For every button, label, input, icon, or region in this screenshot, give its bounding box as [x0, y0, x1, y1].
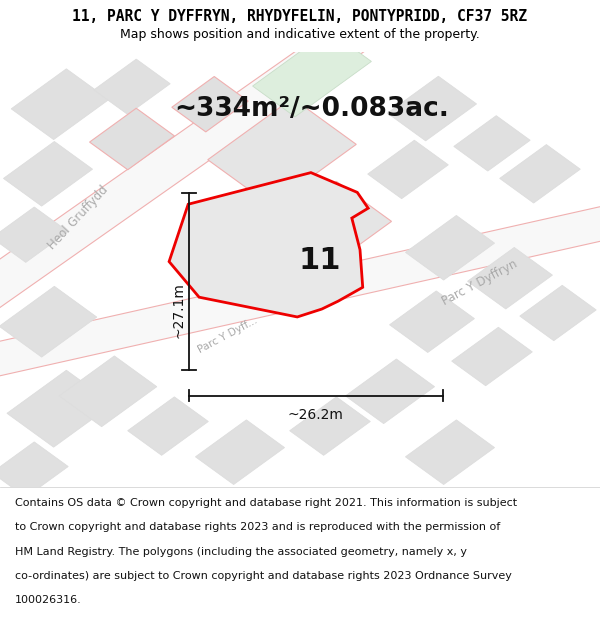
Polygon shape	[7, 370, 113, 447]
Polygon shape	[0, 286, 97, 357]
Polygon shape	[346, 359, 434, 424]
Polygon shape	[11, 69, 109, 139]
Text: to Crown copyright and database rights 2023 and is reproduced with the permissio: to Crown copyright and database rights 2…	[15, 522, 500, 532]
Text: 11: 11	[299, 246, 341, 275]
Text: Heol Gruffydd: Heol Gruffydd	[46, 183, 110, 252]
Polygon shape	[467, 248, 553, 309]
Text: ~334m²/~0.083ac.: ~334m²/~0.083ac.	[175, 96, 449, 121]
Text: ~26.2m: ~26.2m	[288, 408, 344, 422]
Polygon shape	[388, 76, 476, 141]
Text: Contains OS data © Crown copyright and database right 2021. This information is : Contains OS data © Crown copyright and d…	[15, 498, 517, 508]
Polygon shape	[406, 420, 494, 484]
Polygon shape	[172, 76, 248, 132]
Polygon shape	[452, 328, 532, 386]
Polygon shape	[520, 286, 596, 341]
Polygon shape	[94, 59, 170, 114]
Text: 11, PARC Y DYFFRYN, RHYDYFELIN, PONTYPRIDD, CF37 5RZ: 11, PARC Y DYFFRYN, RHYDYFELIN, PONTYPRI…	[73, 9, 527, 24]
Text: Map shows position and indicative extent of the property.: Map shows position and indicative extent…	[120, 28, 480, 41]
Text: ~27.1m: ~27.1m	[171, 282, 185, 338]
Polygon shape	[500, 144, 580, 203]
Polygon shape	[128, 397, 208, 456]
Text: 100026316.: 100026316.	[15, 595, 82, 605]
Polygon shape	[59, 356, 157, 427]
Polygon shape	[368, 140, 448, 199]
Polygon shape	[0, 18, 377, 317]
Text: Parc Y Dyffryn: Parc Y Dyffryn	[440, 258, 520, 308]
Text: Parc Y Dyff...: Parc Y Dyff...	[197, 315, 259, 354]
Polygon shape	[253, 31, 371, 117]
Polygon shape	[0, 207, 68, 262]
Polygon shape	[406, 216, 494, 280]
Polygon shape	[4, 141, 92, 206]
Text: co-ordinates) are subject to Crown copyright and database rights 2023 Ordnance S: co-ordinates) are subject to Crown copyr…	[15, 571, 512, 581]
Polygon shape	[196, 420, 284, 484]
Polygon shape	[290, 397, 370, 456]
Polygon shape	[454, 116, 530, 171]
Polygon shape	[169, 173, 368, 317]
Polygon shape	[208, 98, 356, 206]
Polygon shape	[0, 442, 68, 498]
Text: HM Land Registry. The polygons (including the associated geometry, namely x, y: HM Land Registry. The polygons (includin…	[15, 547, 467, 557]
Polygon shape	[389, 291, 475, 352]
Polygon shape	[89, 108, 175, 170]
Polygon shape	[268, 181, 392, 271]
Polygon shape	[0, 201, 600, 381]
